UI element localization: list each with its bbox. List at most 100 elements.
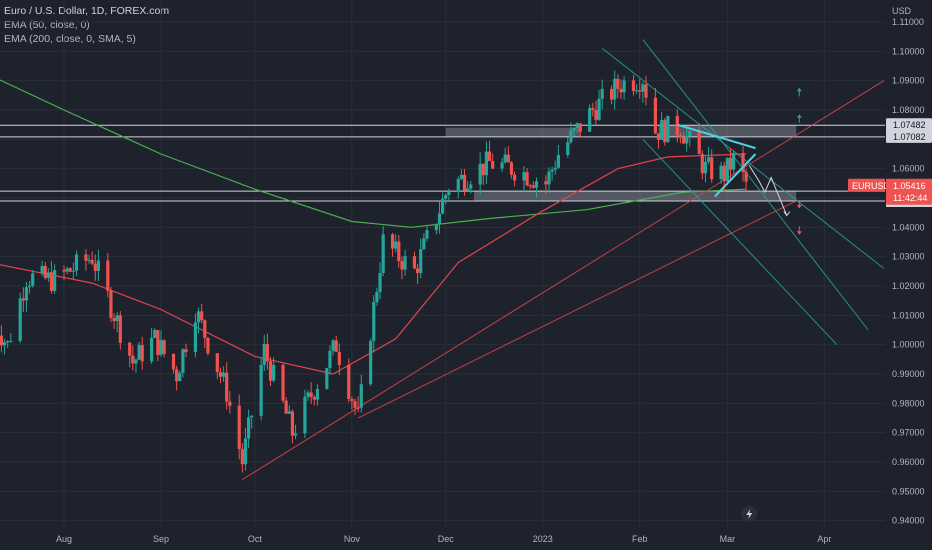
candle-up [243,438,248,465]
candle-down [106,260,110,291]
candle-up [115,315,119,322]
candle-up [24,287,29,301]
candle-down [509,162,514,175]
price-tick-label: 1.10000 [892,46,925,56]
candle-down [415,268,420,274]
candle-down [728,157,733,170]
time-tick-label: Dec [438,534,455,544]
candle-down [487,151,492,161]
price-tick-label: 1.04000 [892,222,925,232]
candle-up [150,337,154,362]
candle-down [312,397,316,400]
candle-down [710,157,714,180]
symbol-label: EURUSD [852,181,891,191]
trendline[interactable] [242,80,885,481]
trendline[interactable] [642,39,869,331]
candle-down [218,372,223,377]
price-tick-label: 1.03000 [892,252,925,262]
candle-up [459,174,463,180]
candle-up [685,136,689,144]
triangle-upper-line[interactable] [677,123,756,150]
candle-up [6,341,10,343]
candle-down [722,165,726,182]
projection-path[interactable] [748,165,788,216]
candle-up [566,142,570,156]
candle-down [228,401,232,406]
candle-down [619,88,623,93]
candle-down [112,317,116,322]
candle-up [328,350,332,368]
candle-up [503,154,507,163]
legend-ema200: EMA (200, close, 0, SMA, 5) [4,33,136,45]
candle-up [18,298,22,341]
candle-down [200,311,204,321]
candle-down [578,123,582,132]
candle-up [181,349,185,373]
candle-down [21,298,25,301]
candle-down [591,108,595,111]
candle-down [350,399,354,402]
price-tick-label: 0.98000 [892,398,925,408]
trendline[interactable] [357,200,797,419]
price-tick-label: 1.00000 [892,340,925,350]
candle-down [215,353,219,373]
candle-up [315,388,320,400]
candle-down [462,174,467,191]
candle-up [569,130,573,143]
candle-up [221,372,226,377]
level-price-label: 1.07082 [893,132,926,142]
candle-down [681,137,686,144]
candle-down [128,342,132,356]
candle-up [247,417,251,439]
candle-down [90,259,94,264]
candle-up [369,340,373,385]
candle-down [290,411,295,436]
demand-zone [473,190,797,201]
candle-down [84,254,88,261]
candle-up [196,311,201,323]
lightning-glyph [746,509,753,519]
candle-up [359,384,363,408]
level-price-tag [886,129,932,143]
triangle-lower-line[interactable] [714,153,757,198]
candle-up [588,108,592,132]
candle-up [597,98,601,120]
candle-down [240,449,244,465]
candle-up [87,259,91,261]
candle-down [616,78,620,89]
time-tick-label: Nov [344,534,361,544]
candle-up [378,272,382,292]
last-price-tag [886,178,932,205]
last-price-value: 1.05416 [893,181,926,191]
candle-down [700,154,704,174]
candle-up [556,155,560,168]
candle-up [40,266,44,274]
candle-down [744,172,748,182]
candle-up [706,157,711,162]
candle-down [337,351,341,365]
trendline[interactable] [642,138,838,346]
candle-down [544,181,548,185]
price-tick-label: 1.06000 [892,164,925,174]
candle-up [437,213,442,224]
candle-up [394,241,398,249]
candle-up [381,234,385,273]
price-tick-label: 0.99000 [892,369,925,379]
candle-down [171,354,176,370]
price-tick-label: 1.11000 [892,17,924,27]
candle-up [193,322,198,353]
candle-up [732,152,736,170]
candle-up [522,172,526,181]
price-axis[interactable] [885,0,932,550]
candle-up [331,340,335,351]
candle-up [534,181,539,188]
candle-up [434,223,438,231]
candle-down [184,349,188,353]
time-tick-label: Mar [720,534,736,544]
candle-down [203,320,207,338]
candle-up [441,198,445,214]
arrow-up-head [796,87,802,92]
candle-down [390,234,395,249]
candle-up [262,343,266,366]
